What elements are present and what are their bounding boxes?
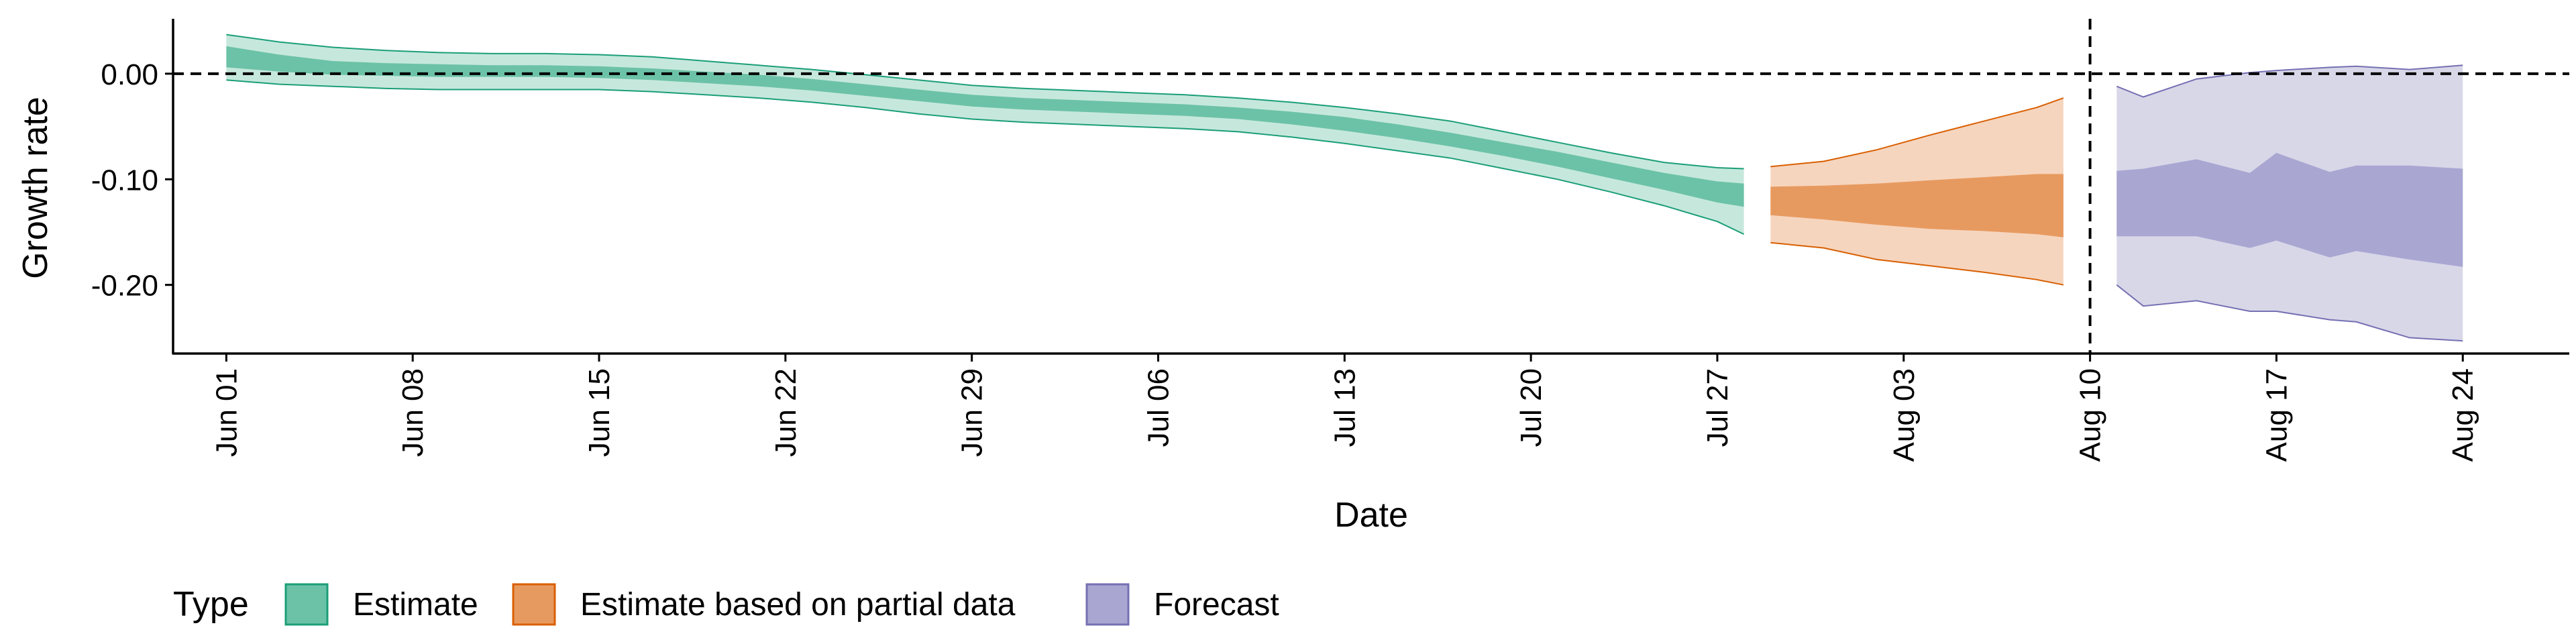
legend-label: Estimate <box>353 587 478 623</box>
legend-key <box>284 583 329 626</box>
legend-item-estimate-based-on-partial-data: Estimate based on partial data <box>512 583 1016 626</box>
y-tick-label: -0.10 <box>91 164 158 197</box>
forecast-lower-90-line <box>2116 284 2463 342</box>
estimate-based-on-partial-data-band-50 <box>1770 174 2063 237</box>
x-tick-label: Aug 03 <box>1888 368 1921 462</box>
x-tick-label: Jul 06 <box>1142 368 1175 447</box>
legend-title: Type <box>173 585 249 624</box>
legend-item-forecast: Forecast <box>1085 583 1279 626</box>
x-tick-label: Aug 10 <box>2074 368 2107 462</box>
x-tick-label: Aug 24 <box>2447 368 2479 462</box>
estimate-band-50 <box>226 46 1744 207</box>
x-tick-label: Jun 15 <box>583 368 616 457</box>
x-axis-title: Date <box>1334 496 1408 535</box>
x-tick-label: Aug 17 <box>2260 368 2293 462</box>
forecast-band-50 <box>2116 152 2463 267</box>
x-tick-label: Jul 13 <box>1328 368 1361 447</box>
bands-layer <box>226 34 2463 342</box>
legend-item-estimate: Estimate <box>284 583 478 626</box>
estimate-based-on-partial-data-lower-90-line <box>1770 241 2064 286</box>
series-estimate <box>226 34 1745 235</box>
estimate-lower-90-line <box>226 79 1745 235</box>
x-tick-label: Jun 22 <box>769 368 802 457</box>
legend-key <box>512 583 556 626</box>
x-tick-label: Jul 27 <box>1701 368 1734 447</box>
estimate-based-on-partial-data-upper-90-line <box>1770 97 2064 168</box>
legend: Type Estimate Estimate based on partial da… <box>173 583 1279 626</box>
y-tick-label: 0.00 <box>101 58 158 91</box>
x-tick-label: Jun 01 <box>210 368 243 457</box>
forecast-upper-90-line <box>2116 64 2463 98</box>
reference-lines <box>173 19 2569 354</box>
estimate-upper-90-line <box>226 34 1744 170</box>
legend-label: Estimate based on partial data <box>580 587 1016 623</box>
legend-key <box>1085 583 1130 626</box>
series-forecast <box>2116 64 2463 342</box>
x-tick-label: Jun 29 <box>956 368 989 457</box>
series-estimate-based-on-partial-data <box>1770 97 2064 286</box>
tick-labels: 0.00 -0.10 -0.20 Jun 01 Jun 08 Jun 15 Jun 22 Ju… <box>91 58 2479 462</box>
estimate-band-90 <box>226 34 1744 235</box>
y-axis-title: Growth rate <box>16 97 55 279</box>
y-tick-label: -0.20 <box>91 270 158 303</box>
x-tick-label: Jun 08 <box>396 368 429 457</box>
legend-label: Forecast <box>1154 587 1279 623</box>
x-tick-label: Jul 20 <box>1515 368 1548 447</box>
